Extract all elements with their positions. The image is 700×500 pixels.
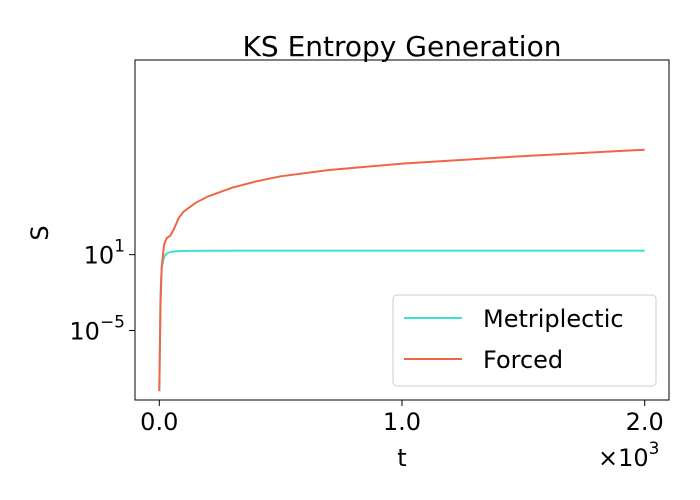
legend: Metriplectic Forced (392, 294, 657, 387)
x-offset-base: ×10 (598, 444, 649, 472)
legend-label-forced: Forced (483, 346, 563, 374)
series-line-forced (158, 148, 645, 392)
x-tick-label: 1.0 (383, 408, 421, 436)
chart-title: KS Entropy Generation (243, 30, 562, 63)
plot-area: 0.0 1.0 2.0 101 10−5 (69, 59, 670, 436)
y-ticks: 101 10−5 (69, 237, 135, 345)
y-tick-label: 10−5 (69, 312, 125, 345)
x-axis-label: t (397, 444, 406, 472)
y-tick-label: 101 (84, 237, 125, 270)
legend-label-metriplectic: Metriplectic (483, 305, 624, 333)
y-axis-label: S (26, 225, 54, 240)
x-tick-label: 0.0 (140, 408, 178, 436)
series-layer (158, 148, 645, 392)
x-tick-label: 2.0 (626, 408, 664, 436)
x-offset-exp: 3 (649, 439, 660, 459)
x-ticks: 0.0 1.0 2.0 (140, 400, 664, 436)
x-offset-label: ×103 (598, 439, 659, 472)
